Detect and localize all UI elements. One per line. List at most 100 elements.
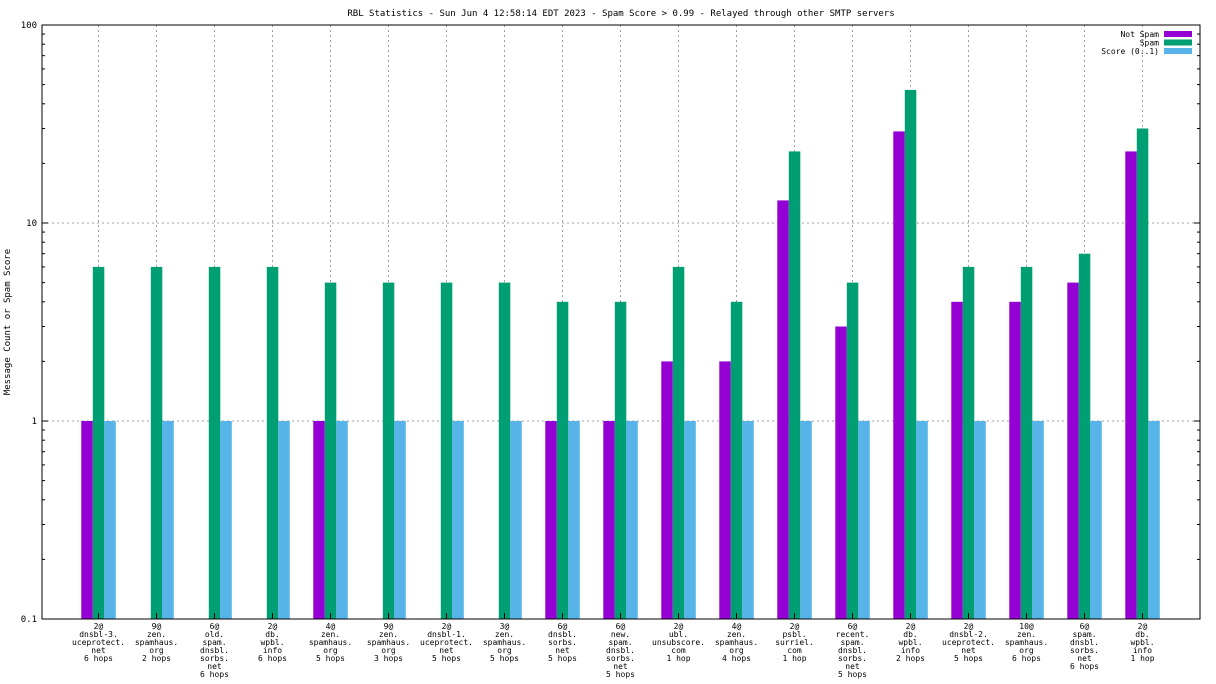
x-tick-label-line: 5 hops [490,654,519,663]
x-tick-label-line: 5 hops [954,654,983,663]
x-tick-label-line: net [91,646,106,655]
x-tick-label: 6@ dnsbl. sorbs. net 5 hops [548,622,577,663]
bar-spam [92,266,105,619]
x-tick-label-line: wpbl. [260,638,284,647]
x-tick-label-line: dnsbl-1. [427,630,466,639]
x-tick-label: 2@ db. wpbl. info 1 hop [1130,622,1154,663]
x-tick-label-line: 3@ [500,622,510,631]
x-tick-label: 2@ dnsbl-3. uceprotect. net 6 hops [72,622,125,663]
x-tick-label-line: sorbs. [1070,646,1099,655]
bar-spam [208,266,221,619]
bar-spam [324,282,337,619]
bar-spam [1136,128,1149,619]
bar-score-0-1 [104,421,116,619]
x-tick-label-line: net [555,646,570,655]
x-tick-label-line: recent. [836,630,870,639]
x-tick-label-line: 6 hops [258,654,287,663]
x-tick-label-line: 6 hops [84,654,113,663]
x-tick-label: 10@ zen. spamhaus. org 6 hops [1005,622,1048,663]
x-tick-label-line: sorbs. [548,638,577,647]
x-tick-label-line: spamhaus. [309,638,352,647]
x-tick-label: 2@ db. wpbl. info 2 hops [896,622,925,663]
x-tick-label-line: db. [265,630,279,639]
x-tick-label-line: org [729,646,744,655]
legend-swatch [1164,39,1192,46]
x-tick-label-line: new. [611,630,630,639]
x-tick-label-line: sorbs. [200,654,229,663]
x-tick-label-line: 5 hops [548,654,577,663]
x-tick-label-line: spam. [840,638,864,647]
x-tick-label-line: info [901,646,920,655]
y-tick-label: 10 [26,219,37,229]
bar-score-0-1 [742,421,754,619]
x-tick-label-line: dnsbl. [838,646,867,655]
x-tick-label-line: zen. [1017,630,1036,639]
x-tick-label-line: org [1019,646,1034,655]
x-tick-label-line: wpbl. [1130,638,1154,647]
x-tick-label: 6@ new. spam. dnsbl. sorbs. net 5 hops [606,622,635,679]
x-tick-label-line: ubl. [669,630,688,639]
x-tick-label-line: zen. [321,630,340,639]
x-tick-label-line: info [1133,646,1152,655]
x-tick-label-line: zen. [147,630,166,639]
x-tick-label: 2@ dnsbl-1. uceprotect. net 5 hops [420,622,473,663]
x-tick-label-line: org [381,646,396,655]
x-tick-label-line: net [613,662,628,671]
x-tick-label-line: spamhaus. [1005,638,1048,647]
x-tick-label-line: 6 hops [1012,654,1041,663]
x-tick-label-line: org [497,646,512,655]
x-tick-label-line: old. [205,630,224,639]
x-tick-label-line: spamhaus. [715,638,758,647]
legend-swatch [1164,31,1192,37]
x-tick-label-line: zen. [727,630,746,639]
x-tick-label-line: 2@ [790,622,800,631]
x-tick-label-line: unsubscore. [652,638,705,647]
x-tick-label-line: 6@ [1080,622,1090,631]
bar-not-spam [313,421,325,619]
x-tick-label-line: db. [1135,630,1149,639]
x-tick-label-line: dnsbl. [200,646,229,655]
x-tick-label-line: sorbs. [838,654,867,663]
x-tick-label-line: org [149,646,164,655]
bar-score-0-1 [1090,421,1102,619]
bar-not-spam [1009,301,1021,619]
x-tick-label-line: uceprotect. [942,638,995,647]
x-tick-label-line: 4@ [732,622,742,631]
y-axis-label: Message Count or Spam Score [3,249,13,395]
bar-not-spam [777,200,789,619]
bar-not-spam [835,326,847,619]
bar-spam [1078,253,1091,619]
x-tick-label-line: spamhaus. [483,638,526,647]
bar-spam [962,266,975,619]
bar-not-spam [661,361,673,619]
bar-spam [1020,266,1033,619]
bar-score-0-1 [568,421,580,619]
x-tick-label: 2@ psbl. surriel. com 1 hop [775,622,814,663]
x-tick-label-line: net [845,662,860,671]
bar-spam [730,301,743,619]
bar-spam [498,282,511,619]
bar-score-0-1 [510,421,522,619]
x-tick-label-line: 2@ [674,622,684,631]
bar-score-0-1 [278,421,290,619]
y-tick-label: 100 [21,21,37,31]
x-tick-label: 9@ zen. spamhaus. org 3 hops [367,622,410,663]
x-tick-label-line: 9@ [384,622,394,631]
bar-not-spam [81,421,93,619]
x-tick-label-line: 6 hops [1070,662,1099,671]
x-tick-label-line: uceprotect. [420,638,473,647]
x-tick-label-line: 2@ [906,622,916,631]
bar-score-0-1 [336,421,348,619]
x-tick-label-line: zen. [495,630,514,639]
x-tick-label-line: 1 hop [1130,654,1154,663]
x-tick-label-line: 6@ [210,622,220,631]
x-tick-label-line: 2 hops [896,654,925,663]
x-tick-label-line: com [671,646,686,655]
x-tick-label: 2@ ubl. unsubscore. com 1 hop [652,622,705,663]
legend-label: Score (0..1) [1101,47,1159,56]
x-tick-label-line: net [207,662,222,671]
x-tick-label: 6@ recent. spam. dnsbl. sorbs. net 5 hops [836,622,870,679]
y-tick-label: 0.1 [21,615,37,625]
bar-score-0-1 [858,421,870,619]
x-tick-label-line: dnsbl-3. [79,630,118,639]
